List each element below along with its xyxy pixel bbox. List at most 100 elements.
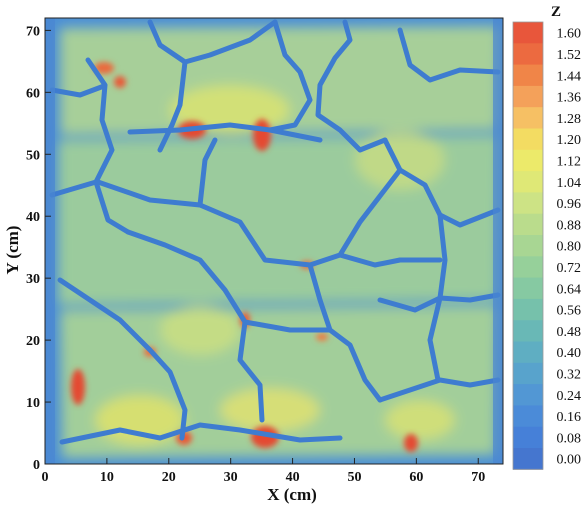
colorbar-label: 1.44 [557, 69, 582, 84]
y-tick-label: 60 [26, 86, 40, 101]
x-tick-label: 0 [42, 470, 49, 485]
y-tick-label: 0 [33, 458, 40, 473]
colorbar-label: 1.60 [557, 27, 582, 42]
crack [337, 252, 443, 268]
colorbar-frame [512, 21, 544, 470]
x-tick-label: 20 [162, 470, 176, 485]
colorbar-swatch [513, 43, 543, 66]
y-tick-label: 70 [26, 24, 40, 39]
y-tick-label: 10 [26, 396, 40, 411]
colorbar-swatch [513, 192, 543, 215]
crack [267, 19, 313, 133]
colorbar-swatch [513, 405, 543, 428]
crack [57, 277, 188, 441]
crack [157, 59, 188, 153]
hot-spot [114, 76, 126, 88]
colorbar-label: 1.36 [557, 91, 582, 106]
colorbar-swatch [513, 384, 543, 406]
crack [397, 27, 501, 83]
crack [242, 319, 333, 333]
plot-area [45, 18, 503, 464]
colorbar-swatch [513, 426, 543, 449]
colorbar-swatch [513, 22, 543, 44]
x-axis-title: X (cm) [267, 485, 317, 504]
field-blobs [58, 26, 500, 458]
field-highlight [95, 395, 185, 445]
x-tick-label: 10 [100, 470, 114, 485]
crack [197, 137, 218, 208]
crack [49, 83, 107, 98]
colorbar-swatch [513, 235, 543, 257]
crack [125, 229, 265, 423]
hot-spot [71, 369, 85, 405]
y-axis-ticks: 0 10 20 30 40 50 60 70 [26, 24, 51, 473]
crack [95, 167, 403, 268]
crack-network [49, 19, 501, 445]
x-tick-label: 30 [224, 470, 238, 485]
colorbar-swatch [513, 256, 543, 279]
x-axis-ticks: 0 10 20 30 40 50 60 70 [42, 458, 485, 485]
field-highlight [385, 400, 455, 440]
crack [59, 422, 343, 445]
field-highlight [160, 305, 240, 355]
plot-left-margin-band [45, 18, 55, 464]
field-highlight [220, 388, 320, 432]
colorbar-swatch [513, 277, 543, 300]
colorbar-label: 0.56 [557, 304, 582, 319]
colorbar-label: 0.72 [557, 261, 582, 276]
y-tick-label: 20 [26, 334, 40, 349]
colorbar-label: 1.52 [557, 48, 582, 63]
colorbar-label: 1.28 [557, 112, 582, 127]
field-highlight [355, 130, 445, 190]
colorbar-swatch [513, 128, 543, 151]
crack [49, 179, 99, 198]
y-tick-label: 40 [26, 210, 40, 225]
x-tick-label: 70 [471, 470, 485, 485]
colorbar-swatch [513, 171, 543, 193]
plot-right-margin-band [493, 18, 503, 464]
colorbar-label: 0.48 [557, 325, 582, 340]
colorbar-swatch [513, 320, 543, 342]
x-tick-label: 60 [409, 470, 423, 485]
x-tick-label: 50 [347, 470, 361, 485]
colorbar-swatch [513, 149, 543, 172]
crack [127, 122, 323, 143]
colorbar-label: 0.08 [557, 431, 582, 446]
crack [147, 19, 278, 65]
colorbar-swatch [513, 64, 543, 87]
colorbar-label: 0.40 [557, 346, 582, 361]
colorbar-swatch [513, 213, 543, 236]
colorbar-swatch [513, 298, 543, 321]
colorbar-swatch [513, 107, 543, 129]
colorbar-label: 0.96 [557, 197, 582, 212]
colorbar-label: 0.64 [557, 282, 582, 297]
y-axis-title: Y (cm) [3, 226, 22, 275]
colorbar-label: 1.20 [557, 133, 582, 148]
hot-spot [316, 333, 328, 341]
hot-spot [404, 434, 418, 452]
plot-frame [44, 17, 504, 465]
colorbar-label: 0.16 [557, 410, 582, 425]
colorbar-label: 0.00 [557, 453, 582, 468]
x-tick-label: 40 [286, 470, 300, 485]
colorbar-title: Z [551, 4, 561, 20]
colorbar-swatch [513, 85, 543, 108]
colorbar-swatch [513, 341, 543, 364]
colorbar-label: 0.88 [557, 218, 582, 233]
colorbar: 1.60 1.52 1.44 1.36 1.28 1.20 1.12 1.04 0.96 0.88… [512, 21, 582, 470]
colorbar-label: 0.32 [557, 367, 582, 382]
crack [382, 137, 501, 228]
y-tick-label: 30 [26, 272, 40, 287]
crack [307, 262, 383, 403]
crack [427, 212, 448, 383]
hot-spot [94, 62, 114, 74]
colorbar-label: 0.24 [557, 389, 582, 404]
hot-spot [253, 119, 271, 151]
colorbar-swatch [513, 362, 543, 385]
colorbar-label: 1.12 [557, 154, 582, 169]
crack [315, 19, 388, 153]
colorbar-label: 1.04 [557, 176, 582, 191]
y-tick-label: 50 [26, 148, 40, 163]
colorbar-swatch [513, 448, 543, 470]
